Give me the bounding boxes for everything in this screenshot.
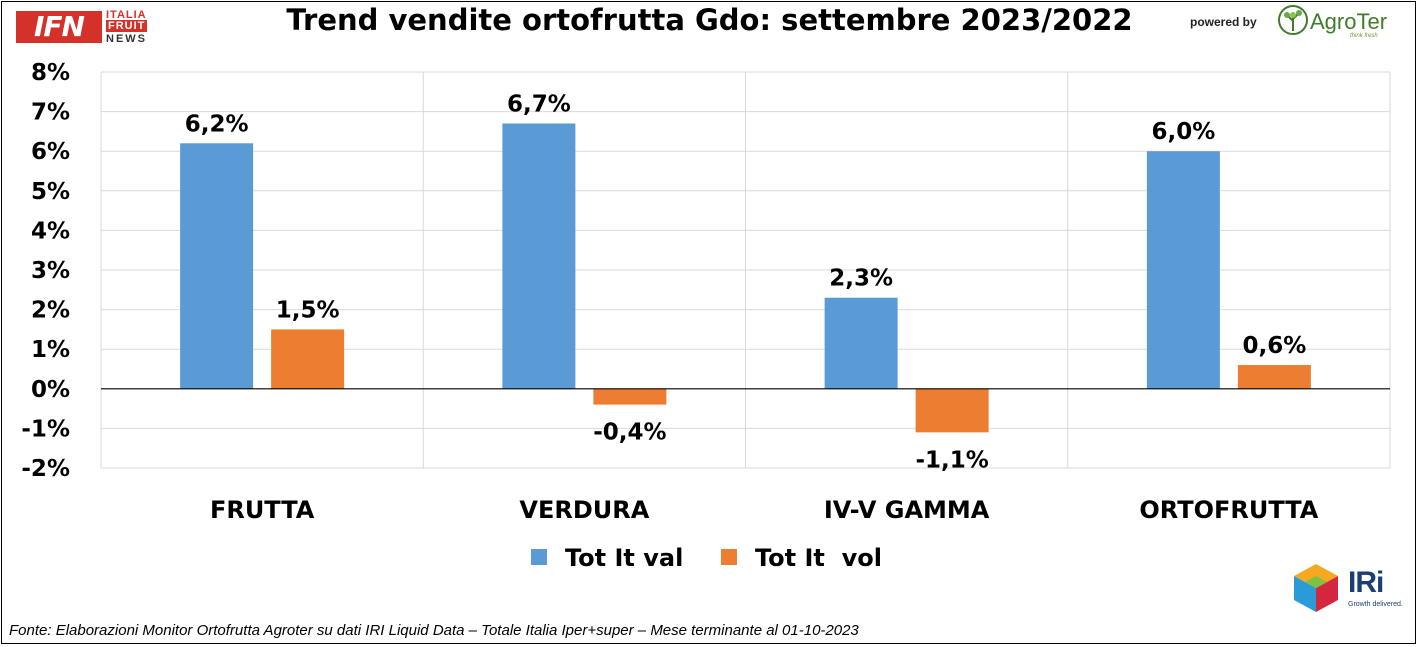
bar-vol	[915, 388, 989, 433]
bar-vol	[593, 388, 667, 405]
bar-val	[502, 123, 576, 389]
legend-label-vol: Tot It vol	[755, 544, 882, 572]
y-tick-label: 4%	[31, 218, 70, 244]
data-label: 6,7%	[507, 91, 571, 117]
category-label: ORTOFRUTTA	[1139, 496, 1318, 524]
agroter-leaf-icon	[1278, 5, 1308, 35]
category-label: IV-V GAMMA	[824, 496, 990, 524]
iri-logo: IRi Growth delivered.	[1290, 562, 1412, 614]
legend-label-val: Tot It val	[565, 544, 684, 572]
y-tick-label: -1%	[21, 416, 70, 442]
data-label: 1,5%	[276, 297, 340, 323]
ifn-logo-line3: NEWS	[106, 33, 147, 45]
data-label: -1,1%	[915, 447, 988, 473]
bar-vol	[271, 329, 345, 389]
ifn-logo: IFN ITALIA FRUIT NEWS	[16, 9, 162, 45]
legend-item-vol: Tot It vol	[721, 544, 882, 572]
iri-logo-text: IRi	[1348, 566, 1384, 599]
iri-tagline: Growth delivered.	[1348, 601, 1403, 608]
y-tick-label: -2%	[21, 456, 70, 482]
chart-title: Trend vendite ortofrutta Gdo: settembre …	[286, 3, 1133, 37]
y-tick-label: 8%	[31, 60, 70, 86]
bar-val	[824, 297, 898, 389]
y-tick-label: 3%	[31, 258, 70, 284]
ifn-logo-line1: ITALIA	[106, 9, 147, 21]
y-tick-label: 2%	[31, 298, 70, 324]
data-label: 6,0%	[1151, 119, 1215, 145]
data-label: 6,2%	[185, 111, 249, 137]
agroter-tagline: think fresh	[1350, 33, 1378, 39]
legend-swatch-val	[531, 549, 547, 565]
legend-item-val: Tot It val	[531, 544, 683, 572]
y-tick-label: 1%	[31, 337, 70, 363]
iri-cube-icon	[1294, 564, 1338, 612]
bar-val	[180, 143, 254, 389]
y-tick-label: 6%	[31, 139, 70, 165]
y-tick-label: 5%	[31, 179, 70, 205]
ifn-logo-line2: FRUIT	[106, 20, 148, 32]
bar-val	[1146, 151, 1220, 389]
y-tick-label: 0%	[31, 377, 70, 403]
y-tick-label: 7%	[31, 100, 70, 126]
category-label: FRUTTA	[210, 496, 315, 524]
data-label: -0,4%	[593, 420, 666, 446]
bar-vol	[1237, 365, 1311, 389]
powered-by-label: powered by	[1190, 15, 1257, 29]
data-label: 2,3%	[829, 266, 893, 292]
data-label: 0,6%	[1242, 333, 1306, 359]
source-footnote: Fonte: Elaborazioni Monitor Ortofrutta A…	[9, 622, 859, 639]
agroter-logo-text: AgroTer	[1310, 9, 1388, 34]
ifn-logo-mark: IFN	[16, 11, 102, 43]
category-label: VERDURA	[519, 496, 649, 524]
legend-swatch-vol	[721, 549, 737, 565]
